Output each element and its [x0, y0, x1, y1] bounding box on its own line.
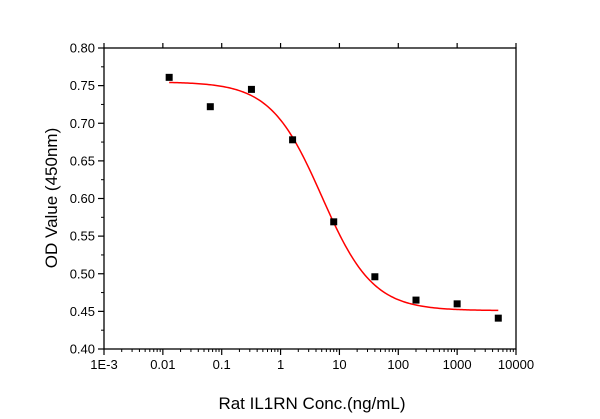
x-tick-label: 0.01: [150, 357, 175, 372]
data-point: [206, 103, 214, 111]
data-point: [289, 136, 297, 144]
data-point: [371, 273, 379, 281]
y-tick-label: 0.50: [70, 266, 95, 281]
y-tick-label: 0.45: [70, 304, 95, 319]
y-tick-label: 0.40: [70, 342, 95, 357]
x-tick-label: 0.1: [213, 357, 231, 372]
data-point: [453, 300, 461, 308]
x-tick-label: 1000: [443, 357, 472, 372]
x-axis-title: Rat IL1RN Conc.(ng/mL): [218, 394, 405, 413]
y-tick-label: 0.75: [70, 78, 95, 93]
data-point: [247, 85, 255, 93]
y-axis-title: OD Value (450nm): [42, 128, 61, 268]
x-tick-label: 1E-3: [90, 357, 117, 372]
y-tick-label: 0.55: [70, 229, 95, 244]
y-tick-label: 0.70: [70, 116, 95, 131]
data-point: [330, 218, 338, 226]
y-tick-label: 0.60: [70, 191, 95, 206]
data-point: [165, 73, 173, 81]
x-tick-label: 10000: [498, 357, 534, 372]
fit-curve: [169, 81, 499, 312]
fit-layer: [169, 81, 499, 312]
axes: 1E-3 0.01 0.1 1 10 100 1000 10000 0.40 0.45 0.50 0.…: [70, 41, 534, 373]
y-tick-label: 0.65: [70, 153, 95, 168]
x-tick-label: 100: [387, 357, 409, 372]
points-layer: [165, 73, 502, 322]
x-tick-label: 1: [277, 357, 284, 372]
data-point: [412, 296, 420, 304]
x-tick-label: 10: [332, 357, 346, 372]
y-tick-label: 0.80: [70, 41, 95, 56]
data-point: [494, 314, 502, 322]
